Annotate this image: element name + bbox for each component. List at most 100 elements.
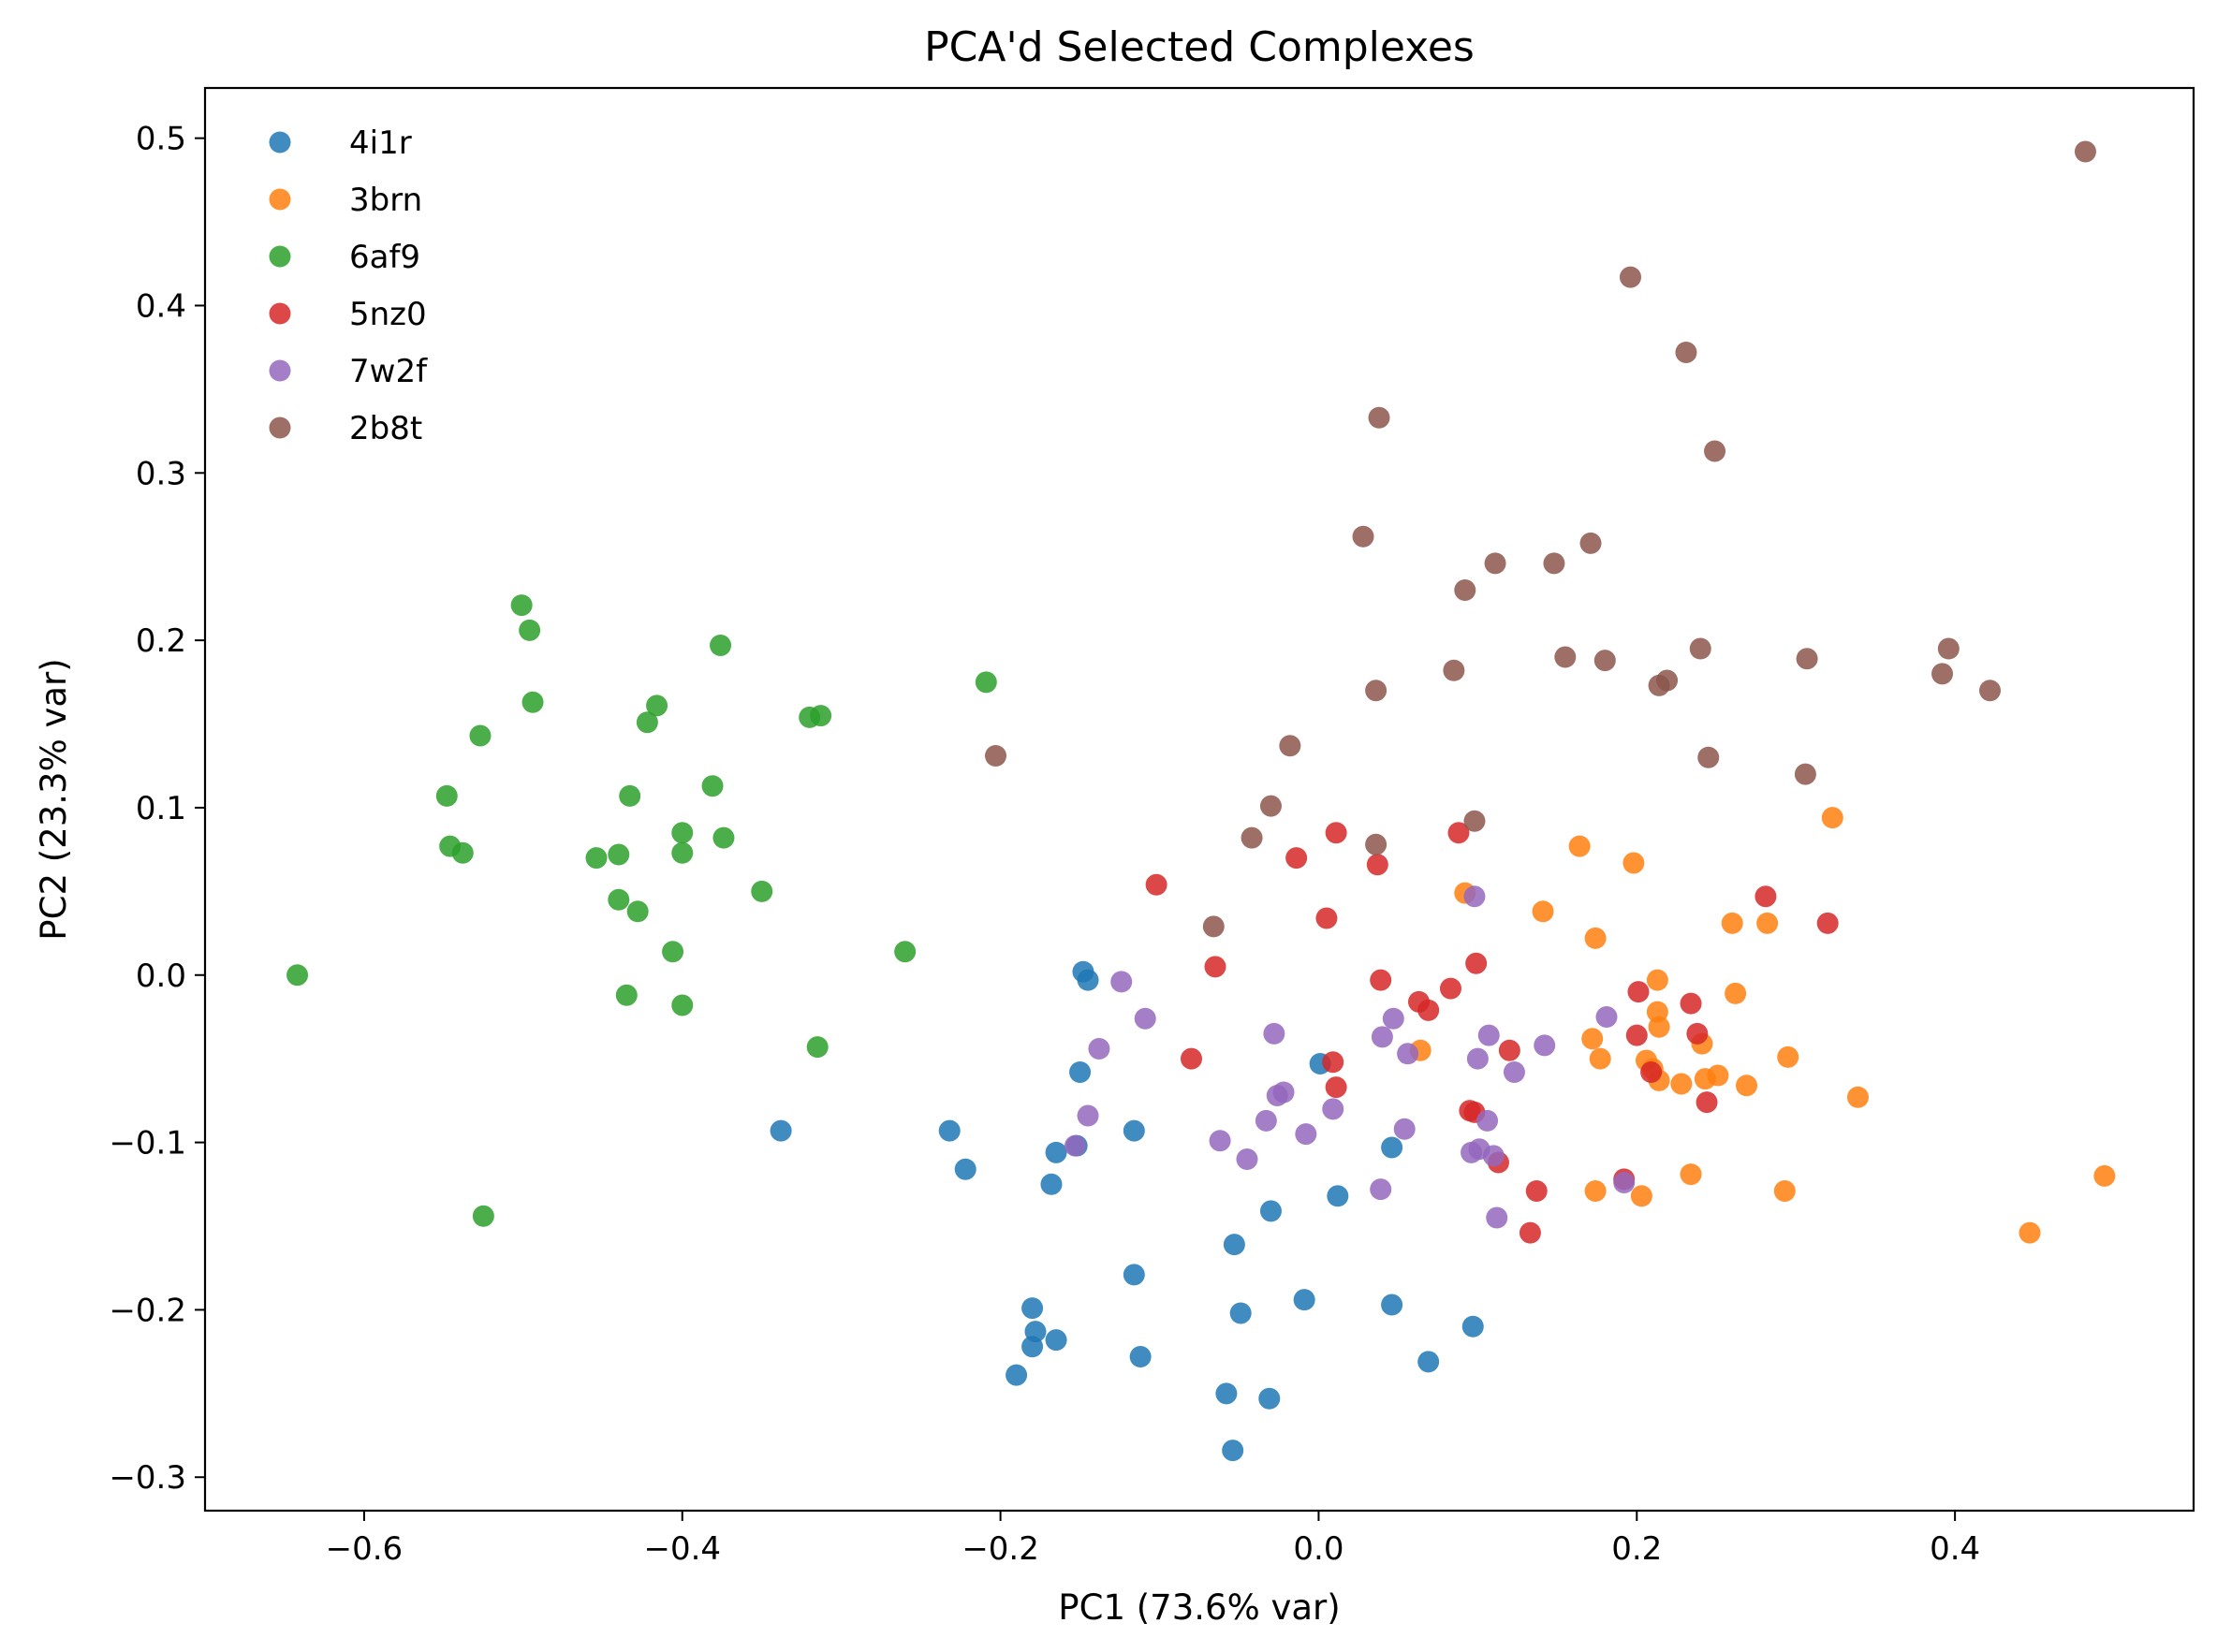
data-point — [519, 619, 541, 641]
data-point — [1554, 646, 1577, 668]
legend-marker — [269, 359, 291, 382]
data-point — [1568, 835, 1591, 857]
data-point — [1696, 1091, 1718, 1114]
data-point — [1181, 1047, 1203, 1070]
data-point — [1707, 1064, 1729, 1087]
data-point — [510, 594, 533, 617]
data-point — [1293, 1289, 1315, 1311]
data-point — [1129, 1345, 1152, 1367]
data-point — [2019, 1221, 2041, 1244]
data-point — [1773, 1179, 1796, 1202]
data-point — [1370, 1178, 1392, 1201]
data-point — [1259, 1200, 1282, 1222]
data-point — [1417, 999, 1440, 1021]
y-tick-label: 0.0 — [136, 958, 186, 995]
data-point — [1648, 1016, 1670, 1038]
legend-label: 3brn — [349, 182, 422, 219]
x-tick-label: 0.0 — [1293, 1530, 1343, 1568]
y-tick-label: 0.5 — [136, 121, 186, 158]
data-point — [1397, 1043, 1419, 1065]
data-point — [1725, 982, 1747, 1004]
y-axis-label: PC2 (23.3% var) — [34, 658, 74, 940]
data-point — [1366, 854, 1388, 876]
data-point — [1223, 1234, 1245, 1256]
data-point — [954, 1158, 976, 1180]
data-point — [1209, 1130, 1231, 1152]
y-tick-label: 0.3 — [136, 455, 186, 492]
data-point — [894, 941, 917, 963]
data-point — [1584, 927, 1607, 949]
data-point — [1937, 637, 1960, 660]
data-point — [662, 941, 684, 963]
data-point — [1325, 1076, 1347, 1099]
data-point — [1077, 969, 1099, 991]
data-point — [1625, 1024, 1648, 1046]
data-point — [1461, 1315, 1484, 1338]
data-point — [1006, 1364, 1028, 1386]
data-point — [1454, 578, 1476, 601]
data-point — [1255, 1109, 1277, 1132]
legend-label: 4i1r — [349, 124, 412, 162]
data-point — [1393, 1118, 1416, 1140]
data-point — [1593, 650, 1616, 672]
data-point — [1365, 833, 1387, 855]
data-point — [435, 784, 458, 807]
x-tick-label: 0.2 — [1611, 1530, 1662, 1568]
data-point — [1589, 1047, 1611, 1070]
legend-label: 5nz0 — [349, 296, 427, 333]
x-tick-label: −0.6 — [326, 1530, 404, 1568]
series-2b8t — [985, 140, 2096, 938]
data-point — [1327, 1185, 1349, 1207]
data-point — [1322, 1098, 1344, 1120]
chart-title: PCA'd Selected Complexes — [924, 23, 1475, 71]
data-point — [1263, 1022, 1285, 1045]
data-point — [1756, 912, 1779, 934]
data-point — [1417, 1351, 1440, 1373]
legend-marker — [269, 302, 291, 325]
legend-label: 6af9 — [349, 239, 420, 276]
data-point — [286, 964, 309, 987]
plot-frame — [203, 86, 2195, 1513]
data-point — [1315, 907, 1338, 929]
data-point — [1821, 807, 1843, 829]
data-point — [608, 843, 630, 866]
data-point — [1045, 1141, 1067, 1163]
data-point — [1532, 900, 1554, 923]
data-point — [615, 984, 638, 1006]
data-point — [1640, 1060, 1663, 1083]
data-point — [1581, 1028, 1604, 1050]
data-point — [1466, 1047, 1489, 1070]
y-axis-ticks: −0.3 −0.2 −0.1 0.0 0.1 0.2 0.3 0.4 0.5 — [109, 121, 205, 1497]
y-tick-label: −0.2 — [109, 1292, 186, 1329]
data-point — [1295, 1123, 1317, 1146]
data-point — [1670, 1073, 1693, 1095]
data-point — [1322, 1051, 1344, 1074]
legend-marker — [269, 131, 291, 154]
data-point — [1352, 525, 1374, 548]
data-point — [712, 826, 735, 849]
legend-item: 5nz0 — [269, 296, 427, 333]
data-point — [1368, 406, 1390, 429]
data-point — [1697, 746, 1720, 768]
data-point — [1134, 1007, 1156, 1030]
data-point — [472, 1205, 494, 1227]
data-point — [1145, 873, 1167, 896]
data-point — [626, 900, 649, 923]
data-point — [1110, 971, 1133, 993]
data-point — [451, 841, 474, 864]
data-point — [1045, 1329, 1067, 1352]
data-point — [1613, 1172, 1636, 1194]
series-6af9 — [286, 594, 997, 1227]
x-tick-label: −0.2 — [962, 1530, 1039, 1568]
data-point — [2074, 140, 2096, 163]
data-point — [1543, 552, 1565, 575]
data-point — [619, 784, 641, 807]
legend-marker — [269, 245, 291, 268]
data-point — [975, 671, 997, 694]
data-point — [1325, 822, 1347, 844]
data-point — [469, 724, 492, 747]
data-point — [1463, 885, 1486, 908]
data-point — [1534, 1034, 1556, 1057]
data-point — [1370, 969, 1392, 991]
series-3brn — [1409, 807, 2116, 1244]
